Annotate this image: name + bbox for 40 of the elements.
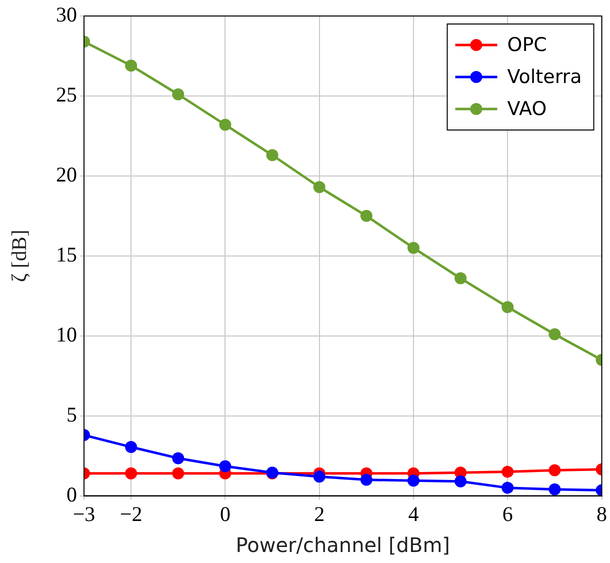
point [407, 242, 420, 254]
point [502, 482, 514, 494]
point [125, 60, 138, 72]
y-tick-label: 25 [56, 82, 77, 106]
x-axis-title: Power/channel [dBm] [236, 533, 450, 558]
point [454, 475, 467, 488]
point [125, 441, 138, 454]
point [219, 118, 232, 131]
point [313, 181, 326, 194]
point [502, 466, 514, 478]
point [502, 301, 514, 314]
point [454, 272, 467, 284]
point [172, 452, 184, 464]
point [266, 149, 278, 162]
y-tick-label: 5 [66, 402, 77, 426]
point [360, 474, 372, 486]
x-tick-label: 6 [502, 502, 513, 526]
legend-label: VAO [507, 98, 547, 120]
y-axis-title: ζ [dB] [7, 230, 32, 282]
x-tick-label: 2 [314, 502, 325, 526]
y-tick-label: 10 [56, 322, 77, 346]
point [172, 88, 184, 100]
legend-label: Volterra [507, 66, 582, 88]
x-tick-label: 0 [220, 502, 230, 526]
legend-label: OPC [507, 34, 547, 56]
point [548, 483, 561, 496]
point [548, 464, 561, 476]
point [360, 210, 372, 222]
point [219, 460, 232, 472]
x-tick-label: 4 [408, 502, 420, 526]
x-tick-label: 8 [596, 502, 607, 526]
x-tick-label: −2 [120, 502, 142, 526]
point [172, 467, 184, 480]
point [407, 474, 420, 487]
point [548, 328, 561, 340]
y-tick-label: 30 [56, 2, 77, 27]
point [125, 467, 138, 480]
y-tick-label: 15 [56, 242, 77, 266]
y-tick-label: 20 [56, 162, 77, 186]
point [313, 470, 326, 483]
